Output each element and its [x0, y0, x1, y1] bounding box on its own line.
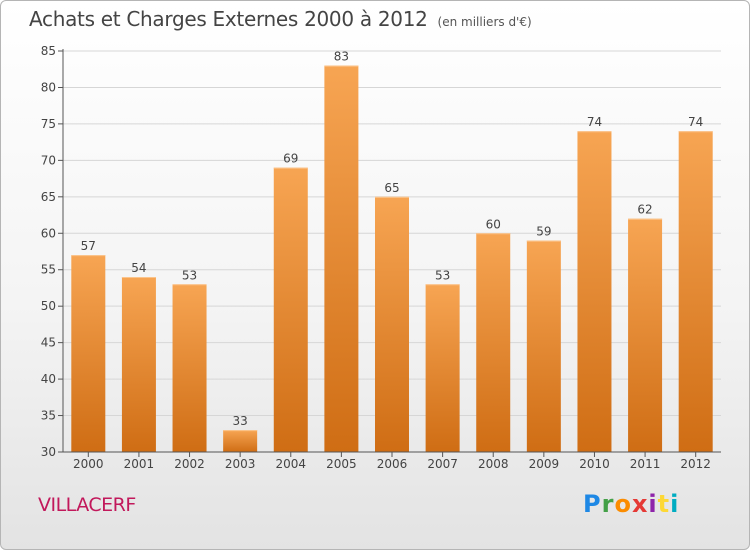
labels: 30 35 40 45 50 55 60 65 70 75 80 85 57 2000 54 2001 53 20…	[41, 44, 711, 471]
bar-2009	[526, 240, 561, 452]
x-tick-label-2007: 2007	[427, 457, 458, 471]
value-label-2007: 53	[435, 268, 450, 282]
value-label-2006: 65	[384, 181, 399, 195]
y-tick-label-55: 55	[41, 263, 56, 277]
bar-2008	[476, 233, 511, 452]
value-label-2002: 53	[182, 268, 197, 282]
axes	[58, 49, 721, 457]
bar-2000	[71, 255, 106, 452]
chart-title: Achats et Charges Externes 2000 à 2012 (e…	[29, 7, 532, 31]
commune-name: VILLACERF	[38, 494, 136, 516]
x-tick-label-2010: 2010	[579, 457, 610, 471]
bars	[71, 65, 713, 452]
bar-2003	[223, 430, 258, 452]
x-tick-label-2000: 2000	[73, 457, 104, 471]
bar-2005	[324, 65, 359, 452]
y-tick-label-60: 60	[41, 226, 56, 240]
bar-2007	[425, 284, 460, 452]
bar-2011	[628, 218, 663, 452]
y-tick-label-45: 45	[41, 336, 56, 350]
x-tick-label-2012: 2012	[680, 457, 711, 471]
x-tick-label-2002: 2002	[174, 457, 205, 471]
y-tick-label-35: 35	[41, 409, 56, 423]
y-tick-label-40: 40	[41, 372, 56, 386]
y-tick-label-75: 75	[41, 117, 56, 131]
value-label-2000: 57	[81, 239, 96, 253]
y-tick-label-50: 50	[41, 299, 56, 313]
value-label-2001: 54	[131, 261, 146, 275]
proxiti-logo[interactable]: Proxiti	[583, 490, 680, 518]
bar-2001	[121, 277, 156, 452]
x-tick-label-2008: 2008	[478, 457, 509, 471]
value-label-2005: 83	[334, 50, 349, 64]
x-tick-label-2001: 2001	[124, 457, 155, 471]
x-tick-label-2011: 2011	[630, 457, 661, 471]
value-label-2012: 74	[688, 115, 703, 129]
bar-2012	[678, 131, 713, 452]
x-tick-label-2004: 2004	[275, 457, 306, 471]
chart-title-text: Achats et Charges Externes 2000 à 2012	[29, 7, 428, 31]
y-tick-label-65: 65	[41, 190, 56, 204]
y-tick-label-70: 70	[41, 153, 56, 167]
value-label-2003: 33	[233, 414, 248, 428]
bar-2004	[273, 167, 308, 452]
y-tick-label-80: 80	[41, 80, 56, 94]
value-label-2010: 74	[587, 115, 602, 129]
value-label-2009: 59	[536, 225, 551, 239]
chart-unit: (en milliers d'€)	[437, 15, 532, 29]
x-tick-label-2005: 2005	[326, 457, 357, 471]
y-tick-label-30: 30	[41, 445, 56, 459]
value-label-2004: 69	[283, 152, 298, 166]
bar-2006	[375, 196, 409, 452]
x-tick-label-2009: 2009	[529, 457, 560, 471]
bar-2002	[172, 284, 207, 452]
value-label-2011: 62	[637, 203, 652, 217]
y-tick-label-85: 85	[41, 44, 56, 58]
x-tick-label-2003: 2003	[225, 457, 256, 471]
bar-2010	[577, 131, 612, 452]
value-label-2008: 60	[486, 217, 501, 231]
x-tick-label-2006: 2006	[377, 457, 408, 471]
